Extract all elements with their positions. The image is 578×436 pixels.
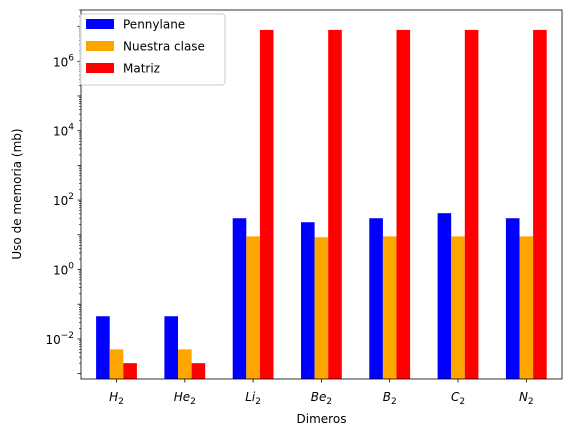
bar-matriz-h2 xyxy=(123,363,137,379)
bar-matriz-c2 xyxy=(464,29,479,379)
bar-pennylane-li2 xyxy=(232,218,247,379)
bar-pennylane-n2 xyxy=(505,218,520,379)
bar-nuestra-clase-c2 xyxy=(451,236,465,379)
bar-nuestra-clase-be2 xyxy=(314,237,329,379)
bar-matriz-li2 xyxy=(259,29,274,379)
x-tick-label: C2 xyxy=(451,390,465,407)
bar-nuestra-clase-li2 xyxy=(246,236,260,379)
legend: Pennylane Nuestra clase Matriz xyxy=(79,13,226,86)
bar-nuestra-clase-b2 xyxy=(382,236,397,379)
x-tick-label: Be2 xyxy=(311,390,332,407)
bar-pennylane-h2 xyxy=(96,316,110,379)
x-tick-label: H2 xyxy=(109,390,124,407)
bar-nuestra-clase-he2 xyxy=(178,349,192,379)
bar-nuestra-clase-h2 xyxy=(109,349,124,379)
x-axis-ticks: H2 He2 Li2 Be2 B2 C2 N2 xyxy=(109,379,534,407)
legend-swatch xyxy=(86,41,114,51)
y-axis-title: Uso de memoria (mb) xyxy=(10,128,24,259)
bar-pennylane-c2 xyxy=(437,213,452,379)
legend-label: Nuestra clase xyxy=(123,40,205,54)
x-tick-label: B2 xyxy=(383,390,397,407)
legend-label: Pennylane xyxy=(123,18,185,32)
y-tick-label: 104 xyxy=(53,123,74,139)
legend-label: Matriz xyxy=(123,62,160,76)
bar-matriz-he2 xyxy=(191,363,206,379)
legend-swatch xyxy=(86,19,114,29)
plot-frame xyxy=(80,9,563,380)
bars-group xyxy=(96,29,547,379)
bar-matriz-b2 xyxy=(396,29,411,379)
bar-nuestra-clase-n2 xyxy=(519,236,534,379)
legend-frame xyxy=(79,13,226,86)
x-tick-label: N2 xyxy=(519,390,534,407)
x-tick-label: Li2 xyxy=(245,390,261,407)
bar-matriz-n2 xyxy=(533,29,547,379)
legend-swatch xyxy=(86,63,114,73)
y-tick-label: 106 xyxy=(53,53,74,69)
bar-matriz-be2 xyxy=(328,29,342,379)
bar-pennylane-he2 xyxy=(164,316,178,379)
bar-pennylane-be2 xyxy=(301,222,315,379)
x-tick-label: He2 xyxy=(174,390,196,407)
y-tick-label: 100 xyxy=(53,262,74,278)
bar-pennylane-b2 xyxy=(369,218,383,379)
y-tick-label: 10−2 xyxy=(45,331,74,347)
x-axis-title: Dimeros xyxy=(297,412,347,426)
y-axis-ticks: 10−2 100 102 104 106 xyxy=(45,9,81,375)
y-tick-label: 102 xyxy=(53,192,74,208)
